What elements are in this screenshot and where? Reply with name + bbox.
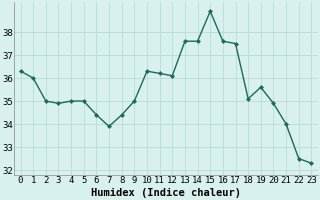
- X-axis label: Humidex (Indice chaleur): Humidex (Indice chaleur): [91, 188, 241, 198]
